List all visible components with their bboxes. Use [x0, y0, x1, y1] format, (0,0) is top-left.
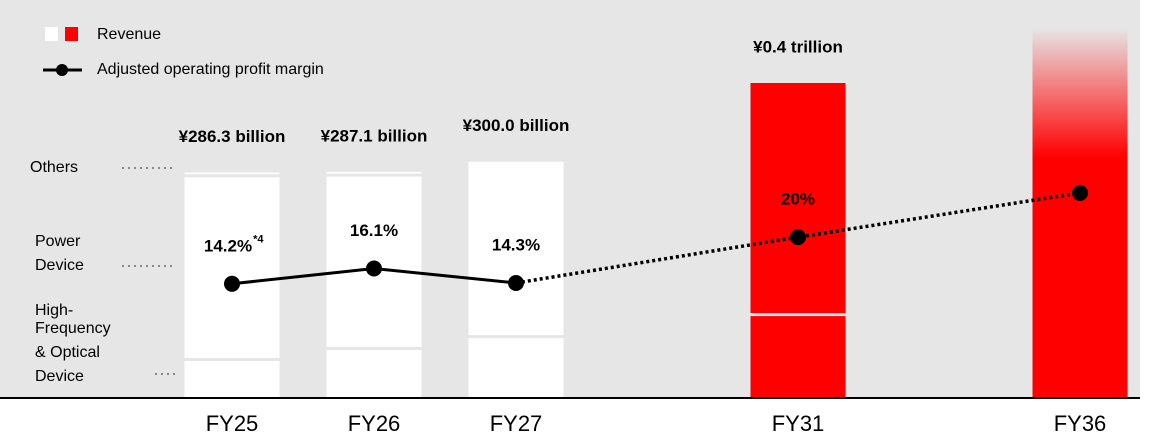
x-tick-label: FY36 [1054, 411, 1107, 436]
margin-label: 16.1% [350, 221, 398, 240]
legend-marker [56, 64, 68, 76]
revenue-label: ¥0.4 trillion [753, 37, 843, 56]
plot-background [0, 0, 1140, 398]
bar-segment [326, 349, 422, 398]
bar-segment [184, 172, 280, 175]
segment-label: Frequency [35, 320, 111, 337]
legend-label: Adjusted operating profit margin [97, 61, 324, 78]
bar-segment [750, 316, 846, 398]
legend-swatch [45, 27, 58, 41]
margin-point [508, 274, 524, 291]
margin-point [790, 229, 806, 246]
x-tick-label: FY27 [490, 411, 543, 436]
revenue-label: ¥286.3 billion [179, 127, 286, 146]
legend-label: Revenue [97, 26, 161, 43]
segment-label: Power [35, 233, 81, 250]
x-tick-label: FY26 [348, 411, 401, 436]
segment-label: Others [30, 159, 78, 176]
revenue-label: ¥287.1 billion [321, 126, 428, 145]
bar-segment [750, 83, 846, 314]
margin-label: 14.2% [204, 236, 252, 255]
segment-label: Device [35, 257, 84, 274]
x-tick-label: FY25 [206, 411, 259, 436]
segment-label: & Optical [35, 344, 100, 361]
legend-swatch [65, 27, 78, 41]
bar-segment [468, 161, 564, 336]
footnote-mark: *4 [253, 234, 264, 246]
segment-label: High- [35, 302, 73, 319]
bar-segment [326, 171, 422, 174]
revenue-label: ¥300.0 billion [463, 116, 570, 135]
bar-segment [184, 360, 280, 398]
margin-point [1072, 184, 1088, 201]
segment-label: Device [35, 368, 84, 385]
margin-label: 20% [781, 190, 815, 209]
bar-segment [468, 338, 564, 398]
bar [1032, 27, 1128, 398]
margin-label: 14.3% [492, 235, 540, 254]
margin-line-dotted [515, 191, 1081, 285]
margin-point [366, 260, 382, 277]
bar-segment [184, 177, 280, 358]
margin-point [224, 275, 240, 292]
x-tick-label: FY31 [772, 411, 825, 436]
